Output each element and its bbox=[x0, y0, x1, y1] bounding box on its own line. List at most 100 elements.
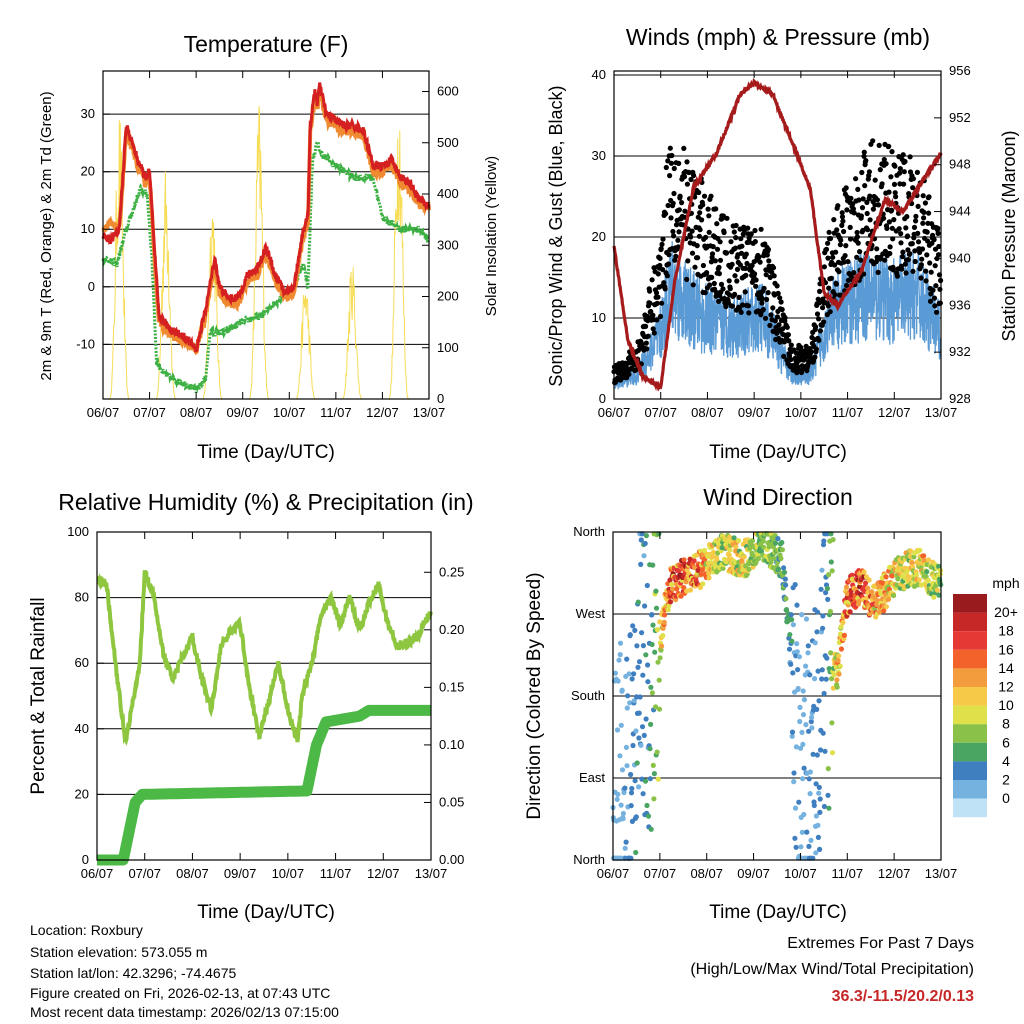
gust-point bbox=[690, 282, 696, 288]
direction-point bbox=[643, 533, 650, 539]
direction-point bbox=[615, 678, 621, 684]
direction-point bbox=[825, 766, 831, 772]
gust-point bbox=[708, 259, 715, 265]
direction-point bbox=[626, 671, 632, 677]
gust-point bbox=[867, 193, 873, 199]
direction-point bbox=[652, 649, 658, 655]
gust-point bbox=[925, 238, 931, 244]
direction-point bbox=[655, 659, 661, 665]
gust-point bbox=[671, 165, 677, 172]
direction-point bbox=[810, 751, 816, 757]
x-tick-label: 08/07 bbox=[180, 405, 213, 420]
direction-point bbox=[779, 539, 785, 546]
gust-point bbox=[926, 210, 932, 216]
direction-point bbox=[795, 667, 801, 673]
x-tick-label: 09/07 bbox=[737, 866, 770, 881]
gust-point bbox=[667, 145, 673, 151]
direction-point bbox=[826, 805, 832, 811]
direction-point bbox=[753, 559, 759, 565]
direction-point bbox=[792, 582, 798, 588]
direction-point bbox=[813, 850, 819, 856]
x-tick-label: 13/07 bbox=[413, 405, 446, 420]
direction-point bbox=[779, 547, 786, 553]
gust-point bbox=[836, 269, 842, 275]
gust-point bbox=[774, 283, 780, 289]
direction-point bbox=[650, 622, 656, 628]
gust-point bbox=[861, 149, 867, 155]
direction-point bbox=[812, 676, 818, 682]
direction-point bbox=[640, 672, 646, 678]
x-tick-label: 10/07 bbox=[784, 866, 817, 881]
x-tick-label: 08/07 bbox=[691, 405, 724, 420]
direction-point bbox=[824, 655, 830, 661]
gust-point bbox=[913, 213, 919, 219]
x-tick-label: 11/07 bbox=[320, 866, 352, 881]
colorbar-label: 2 bbox=[1002, 772, 1010, 788]
gust-point bbox=[651, 330, 657, 336]
gust-point bbox=[746, 235, 752, 241]
gust-point bbox=[820, 305, 826, 311]
direction-point bbox=[791, 779, 797, 785]
direction-point bbox=[849, 572, 855, 578]
direction-point bbox=[894, 582, 900, 588]
gust-point bbox=[724, 215, 730, 221]
temperature-y2label: Solar Insolation (Yellow) bbox=[483, 156, 500, 316]
extremes-values: 36.3/-11.5/20.2/0.13 bbox=[831, 988, 974, 1005]
gust-point bbox=[881, 215, 887, 221]
direction-point bbox=[805, 643, 811, 649]
gust-point bbox=[713, 206, 719, 212]
direction-point bbox=[640, 643, 647, 649]
direction-point bbox=[617, 652, 623, 658]
info-timestamp: Most recent data timestamp: 2026/02/13 0… bbox=[30, 1004, 339, 1020]
gust-point bbox=[639, 342, 645, 348]
direction-point bbox=[789, 617, 795, 623]
direction-point bbox=[830, 537, 836, 543]
gust-point bbox=[905, 233, 911, 239]
direction-point bbox=[628, 771, 634, 778]
gust-point bbox=[926, 194, 932, 200]
gust-point bbox=[931, 237, 937, 243]
colorbar-swatch bbox=[953, 631, 987, 650]
gust-point bbox=[732, 273, 738, 279]
gust-point bbox=[932, 303, 938, 309]
gust-point bbox=[798, 344, 804, 351]
direction-point bbox=[661, 619, 667, 626]
direction-point bbox=[631, 698, 637, 704]
gust-point bbox=[643, 340, 649, 346]
gust-point bbox=[732, 291, 738, 297]
gust-point bbox=[903, 270, 909, 276]
direction-point bbox=[619, 767, 626, 773]
direction-point bbox=[657, 619, 663, 625]
gust-point bbox=[847, 236, 854, 242]
direction-point bbox=[790, 622, 797, 628]
direction-point bbox=[619, 687, 625, 693]
gust-point bbox=[859, 205, 866, 211]
direction-point bbox=[649, 690, 656, 696]
gust-point bbox=[932, 263, 938, 269]
direction-point bbox=[665, 607, 671, 613]
gust-point bbox=[663, 164, 669, 171]
direction-point bbox=[775, 566, 782, 572]
gust-point bbox=[688, 234, 694, 240]
y-tick-label: 30 bbox=[592, 148, 606, 163]
direction-point bbox=[793, 844, 799, 850]
direction-point bbox=[624, 705, 630, 711]
direction-point bbox=[678, 593, 684, 599]
gust-point bbox=[681, 174, 688, 180]
gust-point bbox=[900, 249, 906, 255]
direction-point bbox=[681, 557, 687, 563]
gust-point bbox=[727, 286, 733, 292]
direction-chart: 06/07 07/07 08/07 09/07 10/07 11/07 12/07 13/07… bbox=[571, 524, 957, 881]
x-tick-label: 12/07 bbox=[366, 405, 399, 420]
direction-point bbox=[807, 791, 813, 797]
gust-point bbox=[897, 170, 903, 176]
gust-point bbox=[753, 277, 759, 283]
temperature-chart: 06/07 07/07 08/07 09/07 10/07 11/07 12/07 13/07… bbox=[76, 70, 459, 420]
gust-point bbox=[764, 296, 770, 303]
plot-frame bbox=[102, 70, 430, 400]
gust-point bbox=[872, 177, 878, 183]
gust-point bbox=[716, 264, 722, 270]
gust-point bbox=[662, 286, 668, 292]
direction-point bbox=[807, 672, 813, 678]
direction-point bbox=[635, 599, 641, 605]
